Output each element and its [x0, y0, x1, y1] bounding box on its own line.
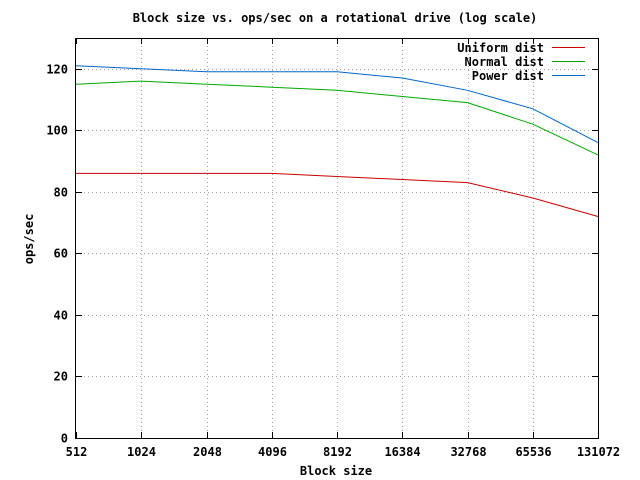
y-tick-label: 40 — [54, 309, 68, 323]
x-tick-label: 4096 — [258, 445, 287, 459]
x-tick-label: 2048 — [193, 445, 222, 459]
series-line-power-dist — [75, 65, 599, 144]
x-tick-label: 32768 — [450, 445, 486, 459]
x-tick-label: 65536 — [515, 445, 551, 459]
x-tick-label: 512 — [66, 445, 88, 459]
legend-label-power-dist: Power dist — [472, 69, 544, 83]
legend-label-normal-dist: Normal dist — [465, 55, 544, 69]
y-tick-label: 120 — [46, 63, 68, 77]
grid — [76, 38, 598, 438]
x-tick-label: 131072 — [577, 445, 620, 459]
y-tick-label: 60 — [54, 247, 68, 261]
plot-frame — [75, 38, 599, 439]
y-tick-labels: 0 20 40 60 80 100 120 — [46, 63, 68, 446]
x-tick-label: 16384 — [384, 445, 420, 459]
y-axis-label: ops/sec — [22, 214, 36, 265]
series-line-uniform-dist — [76, 172, 599, 217]
legend-label-uniform-dist: Uniform dist — [457, 41, 544, 55]
series-line-normal-dist — [75, 80, 599, 156]
y-tick-label: 80 — [54, 186, 68, 200]
y-tick-label: 100 — [46, 124, 68, 138]
x-axis-label: Block size — [300, 464, 372, 478]
chart-title: Block size vs. ops/sec on a rotational d… — [133, 11, 538, 25]
x-tick-label: 8192 — [323, 445, 352, 459]
series-lines — [75, 65, 599, 217]
x-tick-label: 1024 — [127, 445, 156, 459]
x-tick-labels: 512 1024 2048 4096 8192 16384 32768 65536 131072 — [66, 445, 621, 459]
y-tick-label: 0 — [61, 432, 68, 446]
y-tick-label: 20 — [54, 370, 68, 384]
